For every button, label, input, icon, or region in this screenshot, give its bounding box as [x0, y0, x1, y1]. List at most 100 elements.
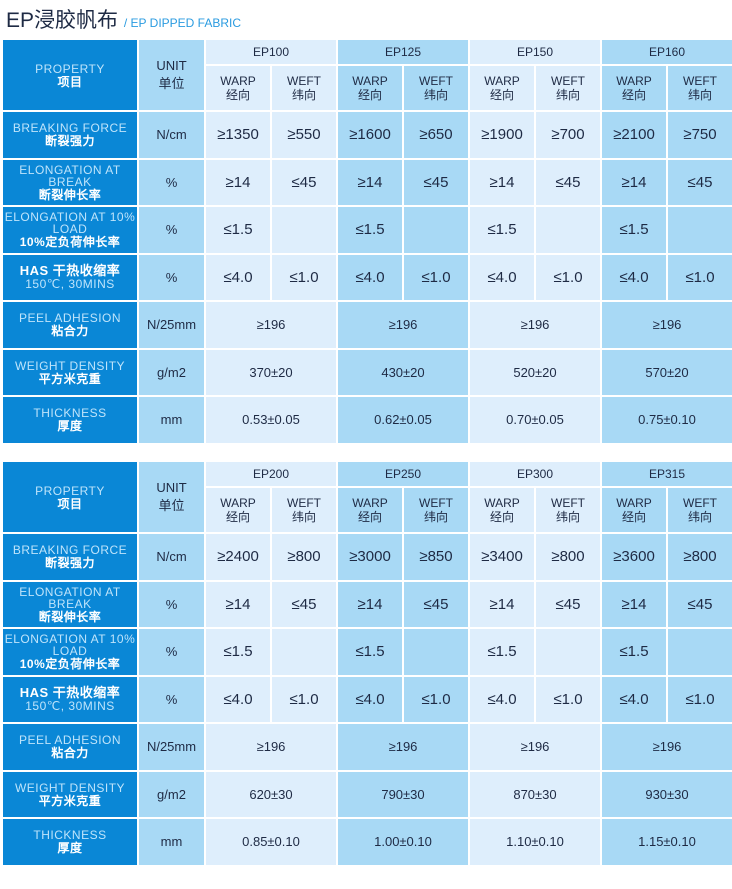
unit-label-cn: 单位 — [158, 498, 185, 513]
weft-value: ≤1.0 — [668, 676, 732, 722]
warp-header: WARP 经向 — [470, 488, 534, 532]
model-header: EP300 — [470, 462, 600, 486]
weft-value: ≥550 — [272, 112, 336, 158]
property-name-cn: 150℃, 30MINS — [25, 276, 115, 291]
warp-value: ≥14 — [602, 159, 666, 205]
model-header: EP200 — [206, 462, 336, 486]
property-name: ELONGATION AT 10% LOAD — [4, 632, 136, 659]
weft-value: ≥850 — [404, 534, 468, 580]
warp-label-cn: 经向 — [225, 88, 250, 102]
warp-value: ≤1.5 — [602, 207, 666, 253]
value-cell: 870±30 — [470, 771, 600, 817]
model-header: EP125 — [338, 40, 468, 64]
warp-header: WARP 经向 — [602, 488, 666, 532]
property-name-cn: 平方米克重 — [38, 793, 102, 808]
table-row: BREAKING FORCE 断裂强力 N/cm ≥1350 ≥550 ≥1600 ≥650… — [3, 112, 732, 158]
warp-label-cn: 经向 — [357, 510, 382, 524]
table-row: HAS 干热收缩率 150℃, 30MINS% ≤4.0 ≤1.0 ≤4.0 ≤1.0 ≤4… — [3, 254, 732, 300]
weft-value — [272, 207, 336, 253]
value-cell: ≥196 — [602, 302, 732, 348]
property-cell: ELONGATION AT BREAK 断裂伸长率 — [3, 159, 137, 205]
warp-value: ≤1.5 — [338, 629, 402, 675]
property-cell: HAS 干热收缩率 150℃, 30MINS — [3, 676, 137, 722]
value-cell: ≥196 — [206, 302, 336, 348]
weft-label: WEFT — [551, 496, 585, 510]
value-cell: 790±30 — [338, 771, 468, 817]
weft-label-cn: 纬向 — [687, 88, 712, 102]
unit-cell: % — [139, 676, 204, 722]
unit-cell: N/cm — [139, 534, 204, 580]
weft-header: WEFT 纬向 — [536, 66, 600, 110]
property-name: THICKNESS — [33, 406, 107, 421]
unit-cell: g/m2 — [139, 349, 204, 395]
warp-label-cn: 经向 — [621, 88, 646, 102]
unit-cell: % — [139, 629, 204, 675]
weft-label-cn: 纬向 — [555, 510, 580, 524]
property-name: THICKNESS — [33, 828, 107, 843]
property-label: PROPERTY — [35, 61, 105, 76]
weft-value: ≤45 — [536, 159, 600, 205]
property-cell: PEEL ADHESION 粘合力 — [3, 724, 137, 770]
unit-cell: % — [139, 254, 204, 300]
weft-label: WEFT — [419, 74, 453, 88]
warp-value: ≤4.0 — [338, 676, 402, 722]
weft-value: ≤1.0 — [272, 676, 336, 722]
title-en: / EP DIPPED FABRIC — [123, 16, 242, 30]
value-cell: ≥196 — [470, 724, 600, 770]
unit-cell: % — [139, 581, 204, 627]
property-name: WEIGHT DENSITY — [14, 358, 126, 373]
weft-label: WEFT — [287, 496, 321, 510]
table-row: THICKNESS 厚度 mm 0.85±0.10 1.00±0.10 1.10±0.10… — [3, 819, 732, 865]
warp-value: ≤1.5 — [338, 207, 402, 253]
unit-cell: mm — [139, 397, 204, 443]
unit-cell: mm — [139, 819, 204, 865]
weft-label: WEFT — [419, 496, 453, 510]
warp-label: WARP — [220, 74, 256, 88]
warp-label: WARP — [616, 496, 652, 510]
warp-label-cn: 经向 — [225, 510, 250, 524]
table-row: WEIGHT DENSITY 平方米克重 g/m2 370±20 430±20 520±2… — [3, 349, 732, 395]
weft-value: ≤45 — [272, 581, 336, 627]
warp-header: WARP 经向 — [206, 488, 270, 532]
warp-value: ≤1.5 — [602, 629, 666, 675]
warp-value: ≤1.5 — [206, 629, 270, 675]
weft-value: ≤45 — [404, 159, 468, 205]
warp-value: ≤4.0 — [602, 254, 666, 300]
unit-cell: % — [139, 159, 204, 205]
property-name-cn: 150℃, 30MINS — [25, 698, 115, 713]
property-name-cn: 厚度 — [57, 419, 83, 434]
weft-value — [272, 629, 336, 675]
weft-value: ≤45 — [404, 581, 468, 627]
weft-value: ≥700 — [536, 112, 600, 158]
property-name-cn: 10%定负荷伸长率 — [19, 235, 121, 250]
subheader-row: WARP 经向 WEFT 纬向 WARP 经向 WEFT 纬向 WARP 经向 WEFT 纬向 WARP… — [3, 488, 732, 532]
value-cell: 620±30 — [206, 771, 336, 817]
value-cell: 370±20 — [206, 349, 336, 395]
property-cell: HAS 干热收缩率 150℃, 30MINS — [3, 254, 137, 300]
property-cell: BREAKING FORCE 断裂强力 — [3, 112, 137, 158]
unit-label-cn: 单位 — [158, 76, 185, 91]
value-cell: 1.00±0.10 — [338, 819, 468, 865]
model-header: EP315 — [602, 462, 732, 486]
subheader-row: WARP 经向 WEFT 纬向 WARP 经向 WEFT 纬向 WARP 经向 WEFT 纬向 WARP… — [3, 66, 732, 110]
unit-cell: % — [139, 207, 204, 253]
warp-label: WARP — [352, 496, 388, 510]
model-header: EP250 — [338, 462, 468, 486]
property-name-cn: 断裂伸长率 — [38, 187, 102, 202]
unit-label: UNIT — [156, 58, 187, 73]
property-cell: THICKNESS 厚度 — [3, 397, 137, 443]
property-header: PROPERTY 项目 — [3, 462, 137, 532]
value-cell: 1.15±0.10 — [602, 819, 732, 865]
warp-value: ≥14 — [470, 159, 534, 205]
warp-label: WARP — [484, 74, 520, 88]
model-header: EP160 — [602, 40, 732, 64]
warp-label: WARP — [484, 496, 520, 510]
warp-value: ≥1350 — [206, 112, 270, 158]
weft-label: WEFT — [551, 74, 585, 88]
warp-header: WARP 经向 — [470, 66, 534, 110]
model-header: EP100 — [206, 40, 336, 64]
warp-label-cn: 经向 — [489, 510, 514, 524]
table-row: ELONGATION AT 10% LOAD 10%定负荷伸长率% ≤1.5 ≤1.5… — [3, 207, 732, 253]
unit-header: UNIT 单位 — [139, 462, 204, 532]
warp-header: WARP 经向 — [602, 66, 666, 110]
